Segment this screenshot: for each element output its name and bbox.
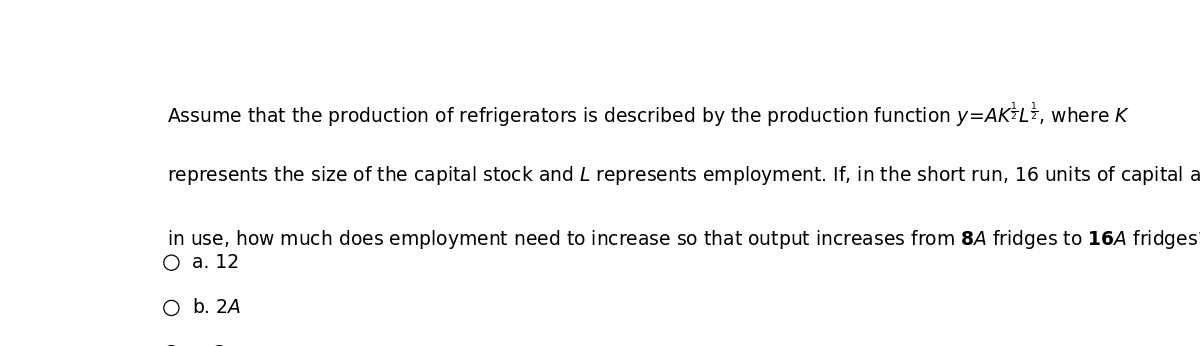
- Text: b. 2$A$: b. 2$A$: [192, 299, 241, 317]
- Text: represents the size of the capital stock and $L$ represents employment. If, in t: represents the size of the capital stock…: [167, 164, 1200, 187]
- Text: in use, how much does employment need to increase so that output increases from : in use, how much does employment need to…: [167, 228, 1200, 251]
- Point: [162, 216, 181, 222]
- Point: [162, 247, 181, 252]
- Point: [162, 277, 181, 282]
- Text: c. 2: c. 2: [192, 344, 226, 346]
- Text: a. 12: a. 12: [192, 253, 239, 272]
- Text: Assume that the production of refrigerators is described by the production funct: Assume that the production of refrigerat…: [167, 100, 1130, 129]
- Point: [162, 186, 181, 192]
